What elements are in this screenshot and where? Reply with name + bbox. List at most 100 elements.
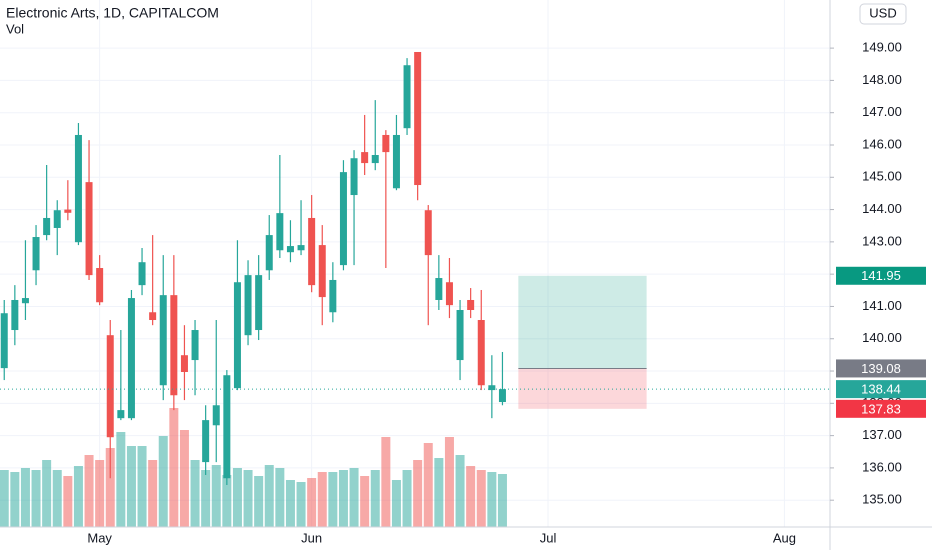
volume-bar bbox=[73, 466, 83, 527]
candle-body bbox=[180, 355, 188, 372]
y-tick-label: 143.00 bbox=[862, 233, 902, 248]
volume-bar bbox=[254, 476, 264, 527]
candle-body bbox=[191, 330, 199, 361]
volume-bar bbox=[423, 443, 433, 527]
volume-bar bbox=[126, 446, 136, 527]
candle-body bbox=[117, 410, 125, 419]
x-tick-label: Aug bbox=[773, 530, 796, 545]
candle-body bbox=[424, 210, 432, 256]
axes: 135.00136.00137.00138.00139.00140.00141.… bbox=[87, 40, 926, 545]
volume-bar bbox=[20, 468, 30, 527]
candle-body bbox=[403, 65, 411, 129]
candles bbox=[0, 51, 830, 486]
candle-body bbox=[382, 134, 390, 153]
candle-body bbox=[212, 405, 220, 426]
volume-bar bbox=[190, 460, 200, 527]
volume-bar bbox=[434, 458, 444, 527]
volume-bar bbox=[84, 455, 94, 527]
candle-body bbox=[488, 385, 496, 391]
candle-body bbox=[74, 134, 82, 243]
candle-body bbox=[202, 420, 210, 463]
volume-bar bbox=[455, 455, 465, 527]
x-tick-label: May bbox=[87, 530, 112, 545]
volume-bar bbox=[31, 470, 41, 527]
candle-body bbox=[159, 295, 167, 386]
candle-body bbox=[435, 278, 443, 300]
candle-body bbox=[170, 295, 178, 396]
y-tick-label: 135.00 bbox=[862, 492, 902, 507]
y-tick-label: 136.00 bbox=[862, 459, 902, 474]
candle-body bbox=[286, 246, 294, 253]
candle-body bbox=[361, 152, 369, 164]
volume-bar bbox=[275, 468, 285, 527]
volume-bar bbox=[169, 408, 179, 527]
candle-body bbox=[329, 279, 337, 313]
candle-body bbox=[21, 298, 29, 304]
candle-body bbox=[149, 312, 157, 321]
y-tick-label: 140.00 bbox=[862, 330, 902, 345]
volume-bar bbox=[466, 466, 476, 527]
volume-bar bbox=[148, 460, 158, 527]
volume-bar bbox=[296, 482, 306, 527]
candle-body bbox=[445, 282, 453, 306]
candle-body bbox=[233, 282, 241, 389]
volume-bar bbox=[95, 460, 105, 527]
candle-body bbox=[414, 51, 422, 186]
volume-bar bbox=[137, 446, 147, 527]
y-tick-label: 137.00 bbox=[862, 427, 902, 442]
candle-body bbox=[318, 245, 326, 298]
candle-body bbox=[64, 209, 72, 213]
volume-bar bbox=[42, 460, 52, 527]
volume-bar bbox=[232, 468, 242, 527]
candle-body bbox=[498, 389, 506, 403]
candle-body bbox=[392, 134, 400, 189]
currency-label[interactable]: USD bbox=[869, 5, 896, 20]
candle-body bbox=[308, 217, 316, 286]
x-tick-label: Jun bbox=[301, 530, 322, 545]
candle-body bbox=[96, 268, 104, 303]
volume-bar bbox=[10, 472, 20, 527]
candle-body bbox=[255, 275, 263, 331]
volume-bar bbox=[264, 465, 274, 527]
candle-body bbox=[43, 217, 51, 236]
price-label-box bbox=[836, 380, 926, 399]
candle-body bbox=[32, 237, 40, 271]
price-label: 139.08 bbox=[861, 361, 901, 376]
y-tick-label: 145.00 bbox=[862, 169, 902, 184]
price-label-box bbox=[836, 399, 926, 418]
volume-bar bbox=[349, 468, 359, 527]
volume-bar bbox=[243, 470, 253, 527]
y-tick-label: 144.00 bbox=[862, 201, 902, 216]
candle-body bbox=[127, 298, 135, 419]
price-label: 141.95 bbox=[861, 268, 901, 283]
candle-body bbox=[276, 213, 284, 251]
volume-bar bbox=[158, 436, 168, 527]
volume-bar bbox=[0, 470, 9, 527]
volume-bar bbox=[402, 470, 412, 527]
volume-bar bbox=[201, 470, 211, 527]
y-tick-label: 149.00 bbox=[862, 40, 902, 55]
volume-bar bbox=[211, 465, 221, 527]
volume-bar bbox=[381, 437, 391, 527]
price-label-box bbox=[836, 266, 926, 285]
candle-body bbox=[53, 210, 61, 228]
volume-bar bbox=[105, 448, 115, 527]
price-label-box bbox=[836, 359, 926, 378]
volume-bar bbox=[370, 470, 380, 527]
currency-button[interactable] bbox=[859, 3, 907, 25]
y-tick-label: 141.00 bbox=[862, 298, 902, 313]
volume-bar bbox=[307, 478, 317, 527]
volume-bar bbox=[487, 472, 497, 527]
volume-bar bbox=[497, 474, 507, 527]
volume-pane bbox=[0, 408, 507, 527]
candle-body bbox=[456, 310, 464, 361]
price-label: 137.83 bbox=[861, 401, 901, 416]
candle-body bbox=[85, 182, 93, 276]
volume-bar bbox=[328, 472, 338, 527]
volume-label: Vol bbox=[6, 21, 24, 36]
candle-body bbox=[339, 172, 347, 266]
position-tool bbox=[518, 275, 647, 409]
volume-bar bbox=[360, 476, 370, 527]
